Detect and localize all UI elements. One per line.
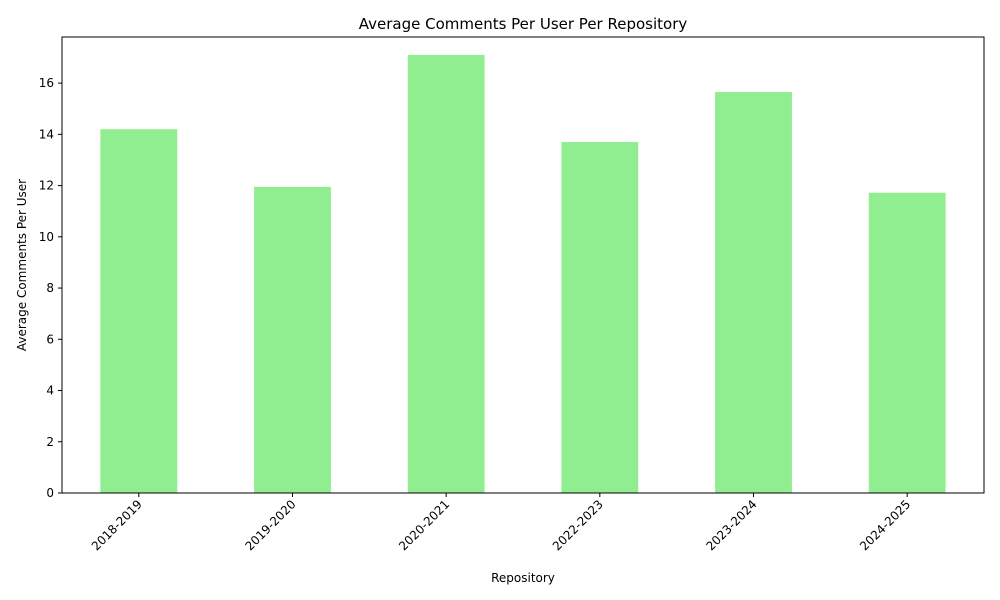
y-tick-label: 0: [46, 486, 54, 500]
bar-2023-2024: [715, 92, 792, 494]
x-tick-label: 2023-2024: [703, 497, 759, 553]
x-tick-label: 2024-2025: [857, 497, 913, 553]
bar-2020-2021: [407, 54, 485, 493]
y-axis-label: Average Comments Per User: [15, 179, 29, 351]
y-tick-label: 12: [39, 179, 54, 193]
bar-2022-2023: [561, 142, 639, 494]
chart-title: Average Comments Per User Per Repository: [359, 15, 688, 33]
y-tick-label: 6: [46, 332, 54, 346]
y-tick-label: 14: [39, 127, 54, 141]
x-tick-label: 2019-2020: [242, 497, 298, 553]
x-axis-label: Repository: [491, 571, 555, 585]
y-tick-label: 2: [46, 435, 54, 449]
bar-2018-2019: [100, 129, 178, 493]
bars-group: [100, 54, 946, 494]
y-tick-label: 4: [46, 384, 54, 398]
bar-2019-2020: [254, 186, 331, 493]
plot-frame: [61, 36, 985, 494]
bar-2024-2025: [868, 192, 946, 493]
x-axis-ticks: 2018-2019 2019-2020 2020-2021 2022-2023 2023…: [89, 493, 913, 553]
y-tick-label: 16: [39, 76, 54, 90]
x-tick-label: 2018-2019: [89, 497, 145, 553]
x-tick-label: 2022-2023: [550, 497, 606, 553]
y-tick-label: 8: [46, 281, 54, 295]
y-tick-label: 10: [39, 230, 54, 244]
y-axis-ticks: 0 2 4 6 8 10 12 14 16: [39, 76, 62, 500]
x-tick-label: 2020-2021: [396, 497, 452, 553]
